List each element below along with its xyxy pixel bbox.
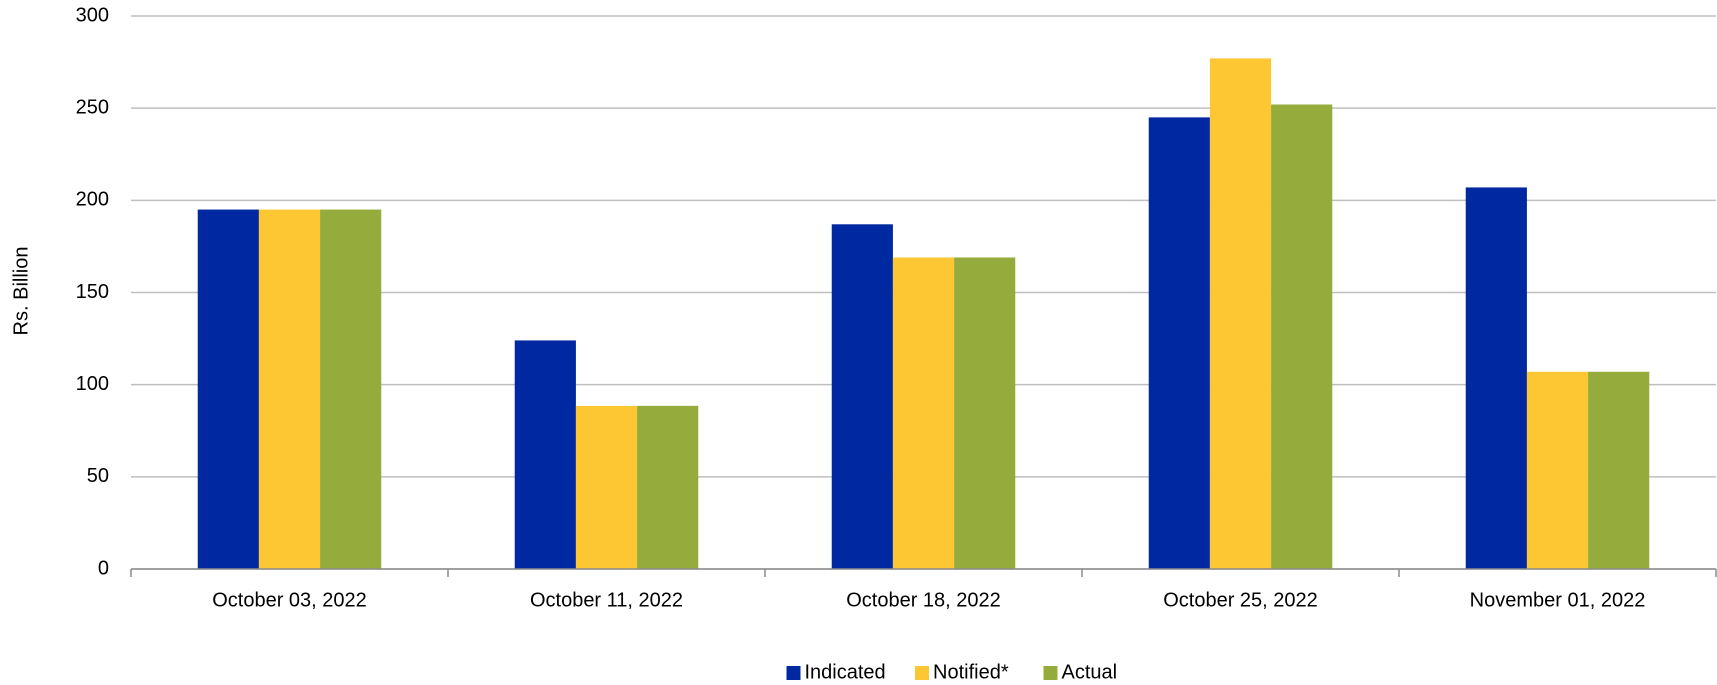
bar bbox=[258, 209, 321, 570]
bar bbox=[575, 405, 638, 569]
x-tick-label: October 18, 2022 bbox=[846, 589, 1001, 611]
y-tick-label: 250 bbox=[76, 96, 109, 118]
bar bbox=[1271, 104, 1333, 569]
y-tick-label: 150 bbox=[76, 281, 109, 303]
x-tick-label: November 01, 2022 bbox=[1470, 589, 1646, 611]
legend-label: Notified* bbox=[933, 661, 1009, 683]
y-tick-label: 300 bbox=[76, 4, 109, 26]
x-tick-label: October 11, 2022 bbox=[530, 589, 683, 611]
x-tick-label: October 03, 2022 bbox=[212, 589, 367, 611]
x-tick-label: October 25, 2022 bbox=[1163, 589, 1318, 611]
bar bbox=[831, 224, 893, 569]
bar bbox=[637, 405, 699, 569]
y-axis-label: Rs. Billion bbox=[10, 247, 32, 336]
legend-swatch bbox=[786, 666, 801, 680]
bar bbox=[1526, 371, 1589, 569]
y-tick-label: 0 bbox=[98, 557, 109, 579]
bar bbox=[197, 209, 259, 570]
bar bbox=[892, 257, 955, 569]
y-tick-label: 50 bbox=[87, 465, 109, 487]
y-tick-label: 200 bbox=[76, 189, 109, 211]
legend-swatch bbox=[915, 666, 929, 680]
bar bbox=[1465, 187, 1527, 569]
y-tick-label: 100 bbox=[76, 373, 109, 395]
legend-label: Indicated bbox=[805, 661, 886, 683]
bar bbox=[1209, 58, 1272, 569]
bar bbox=[1148, 117, 1210, 569]
bar bbox=[514, 340, 576, 569]
bar bbox=[1588, 371, 1650, 569]
bar bbox=[954, 257, 1016, 569]
legend-label: Actual bbox=[1062, 661, 1118, 683]
legend-swatch bbox=[1043, 666, 1058, 680]
bar bbox=[320, 209, 382, 570]
